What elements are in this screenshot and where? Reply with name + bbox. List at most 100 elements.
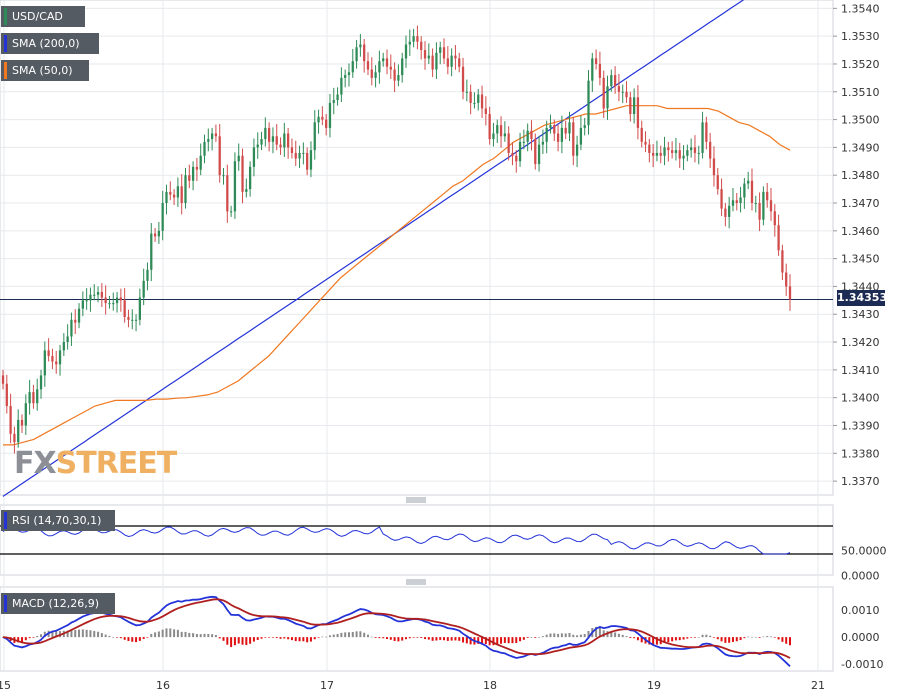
macd-histogram-bar	[302, 637, 305, 642]
candle-body	[731, 200, 735, 206]
y-tick-label: 1.3500	[841, 114, 880, 127]
macd-histogram-bar	[306, 637, 309, 643]
macd-signal-line	[2, 598, 791, 659]
candle-body	[256, 144, 259, 148]
macd-histogram-bar	[766, 636, 769, 638]
macd-histogram-bar	[203, 633, 206, 638]
candle-body	[74, 319, 77, 323]
y-tick-label: 1.3450	[841, 253, 880, 266]
macd-histogram-bar	[789, 637, 791, 646]
macd-histogram-bar	[374, 637, 377, 638]
candle-body	[492, 133, 495, 140]
macd-histogram-bar	[32, 637, 35, 638]
candle-body	[70, 319, 73, 337]
macd-histogram-bar	[507, 637, 510, 644]
macd-histogram-bar	[363, 632, 366, 638]
candle-body	[195, 166, 199, 170]
candle-body	[705, 122, 708, 142]
macd-line	[2, 595, 791, 667]
macd-histogram-bar	[294, 637, 297, 642]
macd-histogram-bar	[450, 637, 453, 641]
macd-histogram-bar	[614, 632, 617, 638]
macd-histogram-bar	[249, 637, 252, 644]
candle-body	[385, 58, 389, 67]
candle-body	[287, 133, 290, 148]
candle-body	[260, 139, 263, 145]
macd-histogram-bar	[674, 637, 677, 641]
candle-body	[43, 350, 46, 376]
macd-histogram-bar	[701, 634, 704, 638]
candle-body	[176, 186, 180, 198]
candle-body	[674, 150, 678, 153]
macd-histogram-bar	[81, 629, 84, 638]
macd-histogram-bar	[777, 637, 780, 640]
y-tick-label: 1.3470	[841, 197, 880, 210]
x-tick-label: 16	[156, 679, 170, 692]
macd-histogram-bar	[222, 637, 225, 641]
macd-histogram-bar	[443, 637, 446, 641]
candle-body	[340, 77, 343, 95]
candle-body	[366, 61, 370, 70]
macd-histogram-bar	[621, 634, 624, 638]
macd-histogram-bar	[587, 630, 590, 638]
candle-body	[397, 75, 400, 81]
macd-histogram-bar	[298, 637, 301, 642]
candle-body	[207, 139, 210, 142]
candle-body	[670, 150, 674, 153]
candle-body	[682, 155, 685, 159]
candle-body	[271, 136, 275, 142]
macd-histogram-bar	[640, 637, 643, 643]
candle-body	[325, 119, 328, 128]
macd-histogram-bar	[522, 637, 525, 640]
candle-body	[20, 419, 24, 426]
candle-body	[686, 150, 689, 156]
candle-body	[667, 147, 670, 151]
candle-body	[351, 61, 354, 73]
candle-body	[758, 203, 761, 220]
macd-histogram-bar	[112, 636, 115, 638]
macd-histogram-bar	[686, 637, 689, 639]
candle-body	[587, 80, 590, 126]
candle-body	[625, 91, 628, 98]
macd-histogram-bar	[275, 637, 278, 639]
macd-histogram-bar	[199, 634, 202, 638]
macd-histogram-bar	[568, 632, 571, 638]
macd-histogram-bar	[557, 633, 560, 638]
candle-body	[598, 63, 602, 78]
macd-histogram-bar	[781, 637, 784, 642]
candle-body	[229, 211, 233, 213]
candle-body	[298, 152, 301, 159]
candle-body	[454, 55, 457, 59]
macd-histogram-bar	[226, 637, 229, 645]
macd-histogram-bar	[712, 637, 715, 638]
macd-histogram-bar	[256, 637, 259, 640]
macd-histogram-bar	[720, 637, 723, 642]
candle-body	[32, 392, 35, 404]
candle-body	[651, 152, 655, 156]
sma50-label: SMA (50,0)	[1, 60, 89, 81]
macd-histogram-bar	[739, 637, 742, 641]
macd-histogram-bar	[465, 637, 468, 644]
macd-histogram-bar	[237, 637, 240, 644]
macd-histogram-bar	[492, 637, 495, 646]
macd-histogram-bar	[51, 630, 54, 638]
candle-body	[104, 297, 107, 304]
candle-body	[401, 58, 404, 76]
macd-tick-label: -0.0010	[841, 658, 883, 671]
rsi-swatch	[4, 512, 7, 529]
macd-histogram-bar	[180, 631, 183, 638]
macd-histogram-bar	[769, 636, 772, 638]
candle-body	[423, 50, 427, 59]
candle-body	[785, 272, 788, 287]
macd-histogram-bar	[325, 636, 328, 638]
candle-body	[108, 303, 111, 305]
candle-body	[389, 66, 392, 70]
candle-body	[294, 152, 297, 159]
candle-body	[218, 136, 221, 176]
candle-body	[24, 403, 27, 426]
candle-body	[613, 75, 617, 87]
candle-body	[81, 300, 84, 309]
candle-body	[374, 72, 377, 78]
candle-body	[131, 319, 134, 321]
candle-body	[439, 47, 442, 53]
